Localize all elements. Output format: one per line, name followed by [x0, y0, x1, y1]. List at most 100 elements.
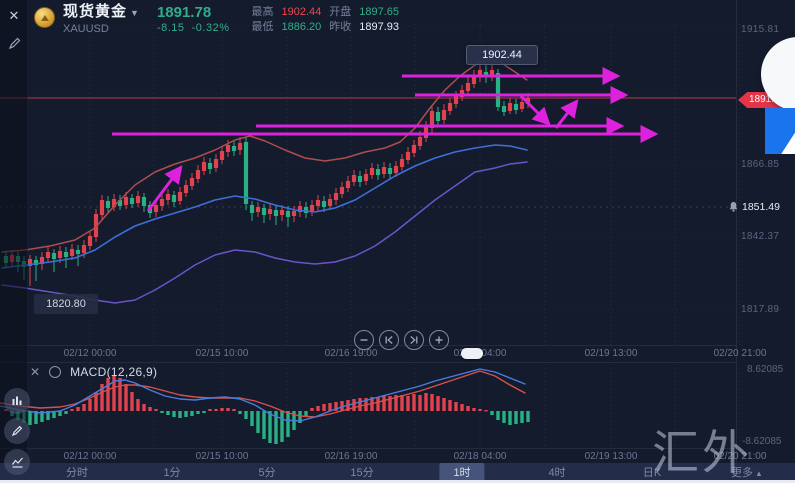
candle-body — [33, 260, 39, 265]
candle-body — [393, 166, 399, 173]
macd-settings-icon[interactable] — [49, 366, 62, 378]
quote-header: 现货黄金 ▼ XAUUSD 1891.78 -8.15 -0.32% 最高 1902… — [34, 4, 400, 37]
macd-bar — [244, 411, 248, 419]
candle-body — [417, 137, 423, 146]
macd-bar — [376, 397, 380, 411]
draw-tool-button[interactable] — [4, 418, 30, 444]
axis-divider — [736, 0, 737, 463]
macd-bar — [268, 411, 272, 443]
pan-right-button[interactable] — [404, 330, 424, 350]
ma-band — [1, 144, 528, 269]
timeframe-更多[interactable]: 更多 ▲ — [731, 467, 763, 479]
time-axis-label: 02/12 00:00 — [63, 451, 117, 462]
macd-bar — [100, 384, 104, 411]
candle-body — [519, 102, 525, 109]
indicator-button[interactable] — [4, 388, 30, 414]
candle-body — [225, 145, 231, 152]
candle-body — [117, 200, 123, 206]
candle-body — [105, 201, 111, 208]
macd-bar — [160, 411, 164, 413]
timeframe-5分[interactable]: 5分 — [258, 467, 276, 479]
candle-body — [339, 187, 345, 194]
candle-body — [387, 168, 393, 174]
candle-body — [429, 111, 435, 128]
candle-body — [171, 195, 177, 202]
timeframe-15分[interactable]: 15分 — [350, 467, 374, 479]
ma-band — [1, 161, 528, 304]
symbol-code: XAUUSD — [63, 23, 109, 35]
candle-body — [159, 199, 165, 206]
divider — [0, 362, 736, 363]
candle-body — [351, 175, 357, 182]
macd-bar — [508, 411, 512, 425]
price-axis-label: 1842.37 — [741, 231, 780, 242]
candle-body — [39, 257, 45, 264]
candle-body — [165, 194, 171, 200]
stat-value: 1897.93 — [359, 21, 400, 33]
draw-pencil-icon[interactable] — [5, 34, 23, 52]
candle-body — [321, 201, 327, 207]
timeframe-1时[interactable]: 1时 — [439, 463, 485, 483]
trend-arrow — [554, 99, 579, 129]
time-axis-label: 02/15 10:00 — [195, 348, 249, 359]
candle-body — [291, 211, 297, 216]
macd-bar — [262, 411, 266, 439]
timeframe-分时[interactable]: 分时 — [66, 467, 88, 479]
macd-bar — [484, 410, 488, 412]
candle-body — [381, 167, 387, 174]
candle-body — [201, 162, 207, 171]
ma-band — [1, 59, 528, 253]
symbol-selector[interactable]: 现货黄金 ▼ XAUUSD — [63, 4, 139, 36]
ma-band — [0, 370, 526, 418]
macd-bar — [472, 408, 476, 411]
zoom-out-button[interactable] — [354, 330, 374, 350]
macd-bar — [238, 411, 242, 414]
floating-app-button[interactable] — [765, 108, 795, 154]
chart-type-button[interactable] — [4, 449, 30, 475]
candle-body — [219, 151, 225, 160]
price-block: 1891.78 -8.15 -0.32% — [157, 5, 230, 36]
macd-bar — [286, 411, 290, 437]
zoom-in-button[interactable] — [429, 330, 449, 350]
timeframe-4时[interactable]: 4时 — [548, 467, 566, 479]
price-alert[interactable]: 1851.49 — [728, 201, 780, 213]
candle-body — [207, 163, 213, 169]
candle-body — [279, 210, 285, 215]
macd-bar — [496, 411, 500, 420]
price-change: -8.15 -0.32% — [156, 22, 230, 34]
candle-body — [399, 159, 405, 167]
stat-label: 昨收 — [329, 21, 352, 33]
candle-body — [189, 178, 195, 186]
timeframe-toolbar: 分时 1分 5分 15分 1时 4时 日K 更多 ▲ — [0, 463, 795, 483]
price-axis-label: 1817.89 — [741, 304, 780, 315]
chart-nav-controls — [354, 330, 449, 350]
pan-left-button[interactable] — [379, 330, 399, 350]
candle-body — [51, 253, 57, 259]
macd-bar — [454, 402, 458, 411]
chevron-down-icon: ▼ — [130, 8, 139, 18]
macd-close-icon[interactable]: ✕ — [30, 365, 41, 379]
time-axis-label: 02/12 00:00 — [63, 348, 117, 359]
macd-bar — [70, 409, 74, 411]
caret-up-icon: ▲ — [755, 469, 763, 478]
macd-bar — [40, 411, 44, 422]
timeframe-日K[interactable]: 日K — [642, 467, 662, 479]
macd-bar — [394, 395, 398, 411]
candle-body — [99, 200, 105, 215]
candle-body — [57, 251, 63, 258]
macd-bar — [358, 398, 362, 411]
candle-body — [327, 199, 333, 206]
close-icon[interactable]: ✕ — [8, 8, 20, 23]
macd-bar — [214, 409, 218, 411]
scrollbar-handle[interactable] — [461, 348, 483, 359]
candle-body — [315, 200, 321, 206]
macd-bar — [208, 409, 212, 411]
macd-bar — [400, 395, 404, 411]
macd-bar — [148, 407, 152, 411]
macd-bar — [412, 394, 416, 411]
macd-bar — [172, 411, 176, 417]
timeframe-1分[interactable]: 1分 — [163, 467, 181, 479]
macd-bar — [232, 409, 236, 411]
macd-bar — [82, 404, 86, 411]
